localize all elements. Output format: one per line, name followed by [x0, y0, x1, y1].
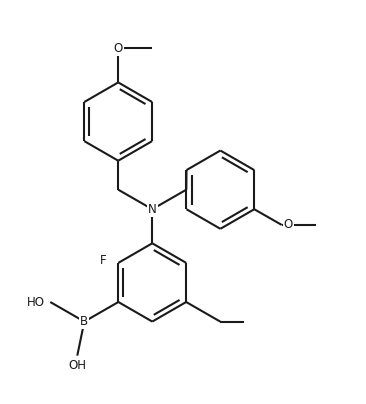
Text: B: B — [80, 315, 88, 328]
Text: N: N — [148, 203, 157, 216]
Text: O: O — [284, 219, 293, 231]
Text: OH: OH — [68, 359, 86, 372]
Text: HO: HO — [26, 295, 44, 309]
Text: O: O — [113, 42, 123, 55]
Text: F: F — [100, 255, 107, 267]
